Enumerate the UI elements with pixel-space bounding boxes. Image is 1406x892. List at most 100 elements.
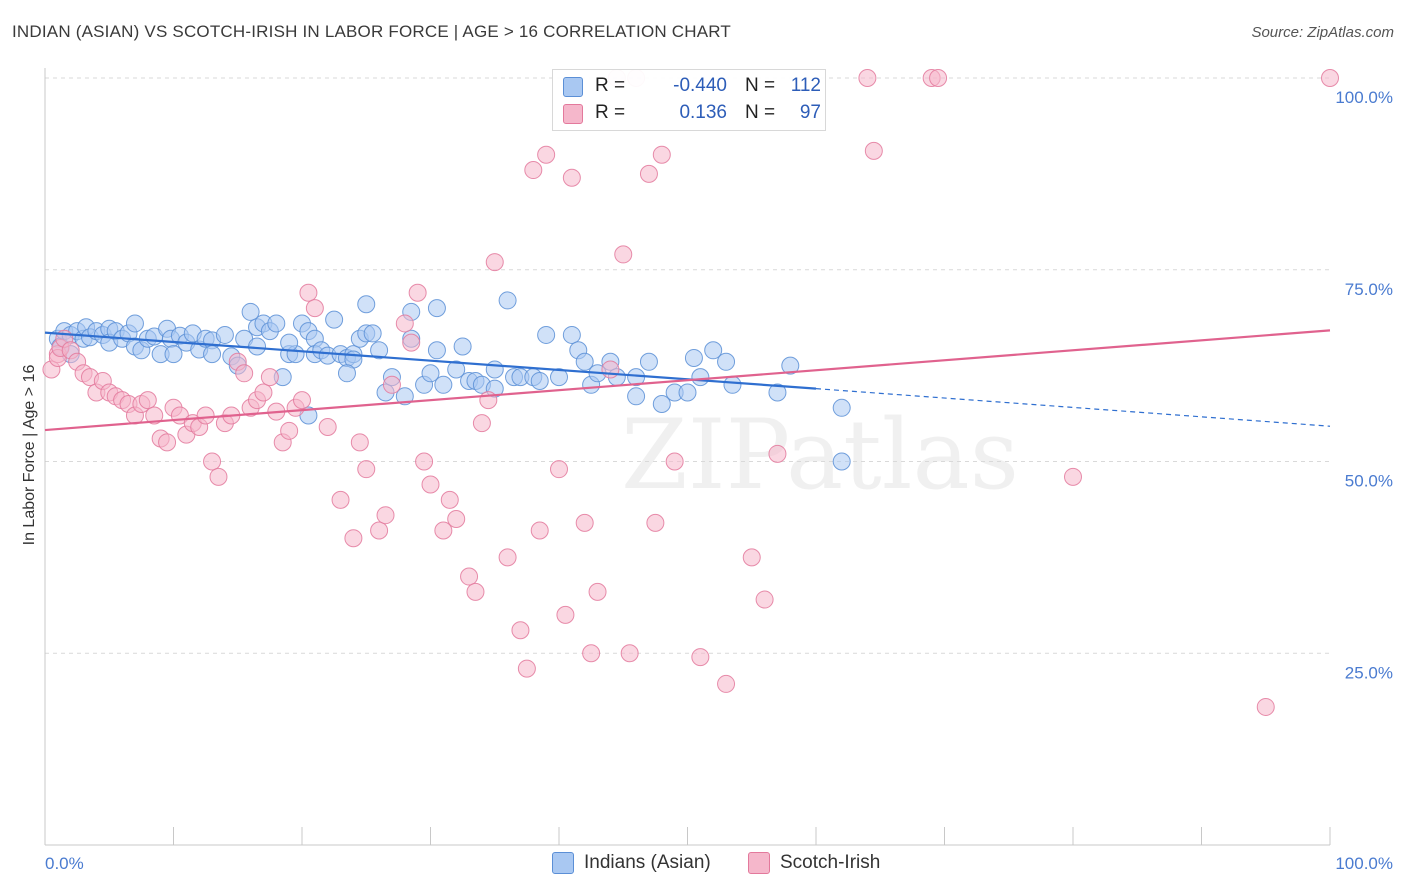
- data-point: [203, 345, 222, 364]
- bottom-legend-label-scotch-irish: Scotch-Irish: [780, 852, 881, 873]
- data-point: [460, 567, 479, 586]
- data-point: [575, 513, 594, 532]
- data-point: [440, 490, 459, 509]
- data-point: [1256, 697, 1275, 716]
- watermark: ZIPatlas: [621, 399, 1019, 511]
- data-point: [209, 467, 228, 486]
- data-point: [453, 337, 472, 356]
- data-point: [498, 548, 517, 567]
- data-point: [562, 325, 581, 344]
- data-point: [652, 394, 671, 413]
- data-point: [325, 310, 344, 329]
- data-point: [215, 325, 234, 344]
- data-point: [517, 659, 536, 678]
- data-point: [601, 360, 620, 379]
- data-point: [196, 406, 215, 425]
- data-point: [639, 352, 658, 371]
- axes: [44, 68, 1331, 846]
- bottom-legend-swatch-indians: [552, 852, 574, 874]
- data-point: [768, 383, 787, 402]
- data-point: [357, 295, 376, 314]
- data-point: [421, 364, 440, 383]
- data-point: [620, 644, 639, 663]
- data-point: [466, 582, 485, 601]
- data-point: [350, 433, 369, 452]
- data-point: [678, 383, 697, 402]
- data-point: [524, 161, 543, 180]
- data-point: [646, 513, 665, 532]
- data-point: [530, 371, 549, 390]
- data-point: [691, 648, 710, 667]
- legend-n-value: 112: [790, 75, 821, 96]
- data-point: [550, 460, 568, 479]
- data-point: [832, 398, 851, 417]
- data-point: [408, 283, 427, 302]
- legend-r-value: -0.440: [673, 75, 727, 96]
- data-point: [318, 417, 337, 436]
- data-point: [768, 444, 787, 463]
- data-point: [485, 360, 504, 379]
- data-point: [293, 391, 311, 410]
- legend-swatch-scotch-irish: [563, 104, 583, 124]
- legend-n-value: 97: [799, 102, 821, 123]
- data-point: [434, 375, 453, 394]
- data-point: [929, 69, 948, 87]
- data-point: [717, 674, 736, 693]
- series-scotch-irish: [42, 69, 1339, 716]
- legend-n-label: N =: [745, 102, 776, 123]
- data-point: [511, 621, 530, 640]
- data-point: [447, 510, 466, 529]
- trend-line-extension: [815, 388, 1331, 427]
- data-point: [402, 333, 421, 352]
- data-point: [158, 433, 177, 452]
- data-point: [447, 360, 466, 379]
- data-point: [723, 375, 742, 394]
- data-point: [575, 352, 594, 371]
- y-tick-label: 100.0%: [1335, 88, 1393, 107]
- data-point: [588, 582, 607, 601]
- data-point: [305, 299, 324, 318]
- data-point: [280, 421, 299, 440]
- data-point: [614, 245, 633, 264]
- data-point: [684, 348, 703, 367]
- data-point: [203, 452, 222, 471]
- data-point: [485, 253, 504, 272]
- data-point: [832, 452, 851, 471]
- data-point: [280, 333, 299, 352]
- chart-title: INDIAN (ASIAN) VS SCOTCH-IRISH IN LABOR …: [12, 22, 732, 41]
- data-point: [331, 490, 350, 509]
- legend-r-label: R =: [595, 102, 626, 123]
- data-point: [125, 314, 144, 333]
- data-point: [427, 299, 446, 318]
- data-point: [248, 337, 267, 356]
- x-tick-label: 100.0%: [1335, 854, 1393, 873]
- data-point: [145, 406, 164, 425]
- y-axis-label: In Labor Force | Age > 16: [21, 365, 38, 546]
- data-point: [235, 364, 254, 383]
- data-point: [138, 391, 157, 410]
- data-point: [427, 341, 446, 360]
- stats-legend: R = -0.440 N = 112 R = 0.136 N = 97: [552, 69, 826, 131]
- data-point: [864, 141, 883, 160]
- y-tick-label: 25.0%: [1345, 663, 1393, 682]
- data-point: [704, 341, 723, 360]
- data-point: [241, 302, 260, 321]
- data-point: [267, 314, 286, 333]
- data-point: [498, 291, 517, 310]
- data-point: [717, 352, 736, 371]
- tick-labels: 25.0% 50.0% 75.0% 100.0% 0.0% 100.0%: [45, 88, 1393, 873]
- data-point: [556, 605, 575, 624]
- data-point: [582, 644, 601, 663]
- data-point: [376, 506, 395, 525]
- y-tick-label: 50.0%: [1345, 472, 1393, 491]
- data-point: [537, 325, 556, 344]
- data-point: [742, 548, 761, 567]
- data-point: [472, 414, 491, 433]
- data-point: [415, 452, 434, 471]
- legend-r-label: R =: [595, 75, 626, 96]
- data-point: [357, 460, 376, 479]
- legend-swatch-indians: [563, 77, 583, 97]
- source-label: Source: ZipAtlas.com: [1251, 24, 1394, 41]
- data-point: [562, 168, 581, 187]
